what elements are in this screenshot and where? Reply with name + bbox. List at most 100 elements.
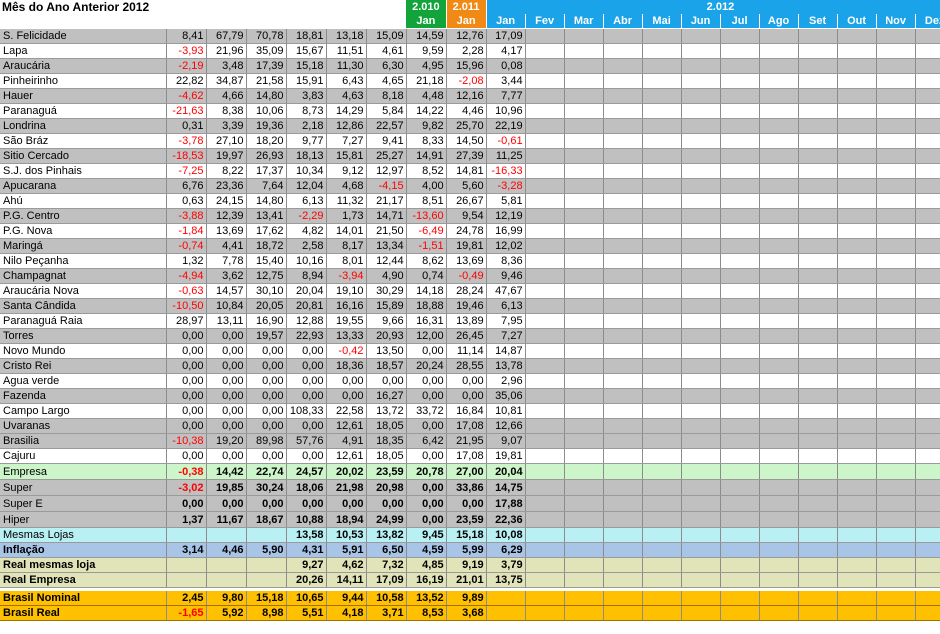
empty-cell[interactable] (915, 591, 940, 606)
empty-cell[interactable] (564, 418, 604, 434)
value-cell[interactable]: 4,85 (406, 557, 447, 573)
value-cell[interactable]: 7,27 (486, 328, 526, 344)
value-cell[interactable]: 21,98 (326, 479, 367, 496)
empty-cell[interactable] (681, 298, 721, 314)
empty-cell[interactable] (876, 193, 916, 209)
empty-cell[interactable] (525, 88, 565, 104)
value-cell[interactable] (166, 557, 207, 573)
empty-cell[interactable] (603, 73, 643, 89)
empty-cell[interactable] (564, 28, 604, 44)
empty-cell[interactable] (876, 373, 916, 389)
empty-cell[interactable] (642, 433, 682, 449)
value-cell[interactable]: 0,00 (446, 388, 487, 404)
empty-cell[interactable] (798, 463, 838, 480)
row-label[interactable]: Apucarana (0, 178, 167, 194)
empty-cell[interactable] (798, 479, 838, 496)
value-cell[interactable]: 4,46 (206, 542, 247, 558)
month-2012-jun[interactable]: Jun (681, 14, 721, 29)
empty-cell[interactable] (564, 58, 604, 74)
empty-cell[interactable] (681, 73, 721, 89)
empty-cell[interactable] (603, 28, 643, 44)
empty-cell[interactable] (564, 223, 604, 239)
value-cell[interactable]: 24,15 (206, 193, 247, 209)
empty-cell[interactable] (798, 495, 838, 512)
empty-cell[interactable] (837, 328, 877, 344)
value-cell[interactable]: 3,83 (286, 88, 327, 104)
value-cell[interactable]: 89,98 (246, 433, 287, 449)
value-cell[interactable]: 0,00 (406, 479, 447, 496)
value-cell[interactable]: 23,59 (366, 463, 407, 480)
value-cell[interactable]: 23,59 (446, 511, 487, 528)
value-cell[interactable]: 4,31 (286, 542, 327, 558)
empty-cell[interactable] (876, 343, 916, 359)
empty-cell[interactable] (603, 148, 643, 164)
value-cell[interactable]: 11,32 (326, 193, 367, 209)
empty-cell[interactable] (681, 163, 721, 179)
empty-cell[interactable] (564, 163, 604, 179)
empty-cell[interactable] (564, 542, 604, 558)
value-cell[interactable]: 9,77 (286, 133, 327, 149)
row-label[interactable]: P.G. Nova (0, 223, 167, 239)
row-label[interactable]: Mesmas Lojas (0, 527, 167, 543)
empty-cell[interactable] (642, 572, 682, 588)
value-cell[interactable]: 7,95 (486, 313, 526, 329)
empty-cell[interactable] (525, 591, 565, 606)
value-cell[interactable]: 25,27 (366, 148, 407, 164)
empty-cell[interactable] (720, 103, 760, 119)
empty-cell[interactable] (720, 373, 760, 389)
value-cell[interactable]: 27,00 (446, 463, 487, 480)
empty-cell[interactable] (720, 298, 760, 314)
row-label[interactable]: Champagnat (0, 268, 167, 284)
row-label[interactable]: Campo Largo (0, 403, 167, 419)
value-cell[interactable]: 0,00 (406, 511, 447, 528)
value-cell[interactable]: 70,78 (246, 28, 287, 44)
value-cell[interactable]: 21,01 (446, 572, 487, 588)
empty-cell[interactable] (720, 58, 760, 74)
empty-cell[interactable] (564, 148, 604, 164)
row-label[interactable]: Santa Cândida (0, 298, 167, 314)
row-label[interactable]: Uvaranas (0, 418, 167, 434)
year-2011-header[interactable]: 2.011 (446, 0, 487, 14)
empty-cell[interactable] (564, 268, 604, 284)
value-cell[interactable]: 12,66 (486, 418, 526, 434)
empty-cell[interactable] (798, 58, 838, 74)
value-cell[interactable]: 5,84 (366, 103, 407, 119)
empty-cell[interactable] (603, 283, 643, 299)
value-cell[interactable]: 13,82 (366, 527, 407, 543)
row-label[interactable]: Brasilia (0, 433, 167, 449)
empty-cell[interactable] (876, 28, 916, 44)
empty-cell[interactable] (720, 283, 760, 299)
value-cell[interactable]: 10,06 (246, 103, 287, 119)
value-cell[interactable]: 0,00 (326, 495, 367, 512)
value-cell[interactable]: 17,09 (486, 28, 526, 44)
value-cell[interactable]: 11,14 (446, 343, 487, 359)
value-cell[interactable]: 30,24 (246, 479, 287, 496)
value-cell[interactable]: 33,72 (406, 403, 447, 419)
empty-cell[interactable] (681, 511, 721, 528)
empty-cell[interactable] (837, 343, 877, 359)
empty-cell[interactable] (798, 557, 838, 573)
value-cell[interactable]: -3,88 (166, 208, 207, 224)
empty-cell[interactable] (798, 118, 838, 134)
empty-cell[interactable] (642, 418, 682, 434)
month-2011-jan[interactable]: Jan (446, 14, 487, 29)
empty-cell[interactable] (564, 208, 604, 224)
empty-cell[interactable] (681, 193, 721, 209)
value-cell[interactable]: 20,93 (366, 328, 407, 344)
empty-cell[interactable] (603, 343, 643, 359)
value-cell[interactable]: 20,24 (406, 358, 447, 374)
empty-cell[interactable] (720, 479, 760, 496)
row-label[interactable]: São Bráz (0, 133, 167, 149)
empty-cell[interactable] (525, 163, 565, 179)
empty-cell[interactable] (798, 88, 838, 104)
value-cell[interactable]: 19,85 (206, 479, 247, 496)
month-2010-jan[interactable]: Jan (406, 14, 447, 29)
value-cell[interactable]: -21,63 (166, 103, 207, 119)
value-cell[interactable]: 67,79 (206, 28, 247, 44)
empty-cell[interactable] (876, 572, 916, 588)
empty-cell[interactable] (720, 208, 760, 224)
empty-cell[interactable] (564, 313, 604, 329)
value-cell[interactable]: -10,50 (166, 298, 207, 314)
empty-cell[interactable] (525, 343, 565, 359)
value-cell[interactable]: -13,60 (406, 208, 447, 224)
